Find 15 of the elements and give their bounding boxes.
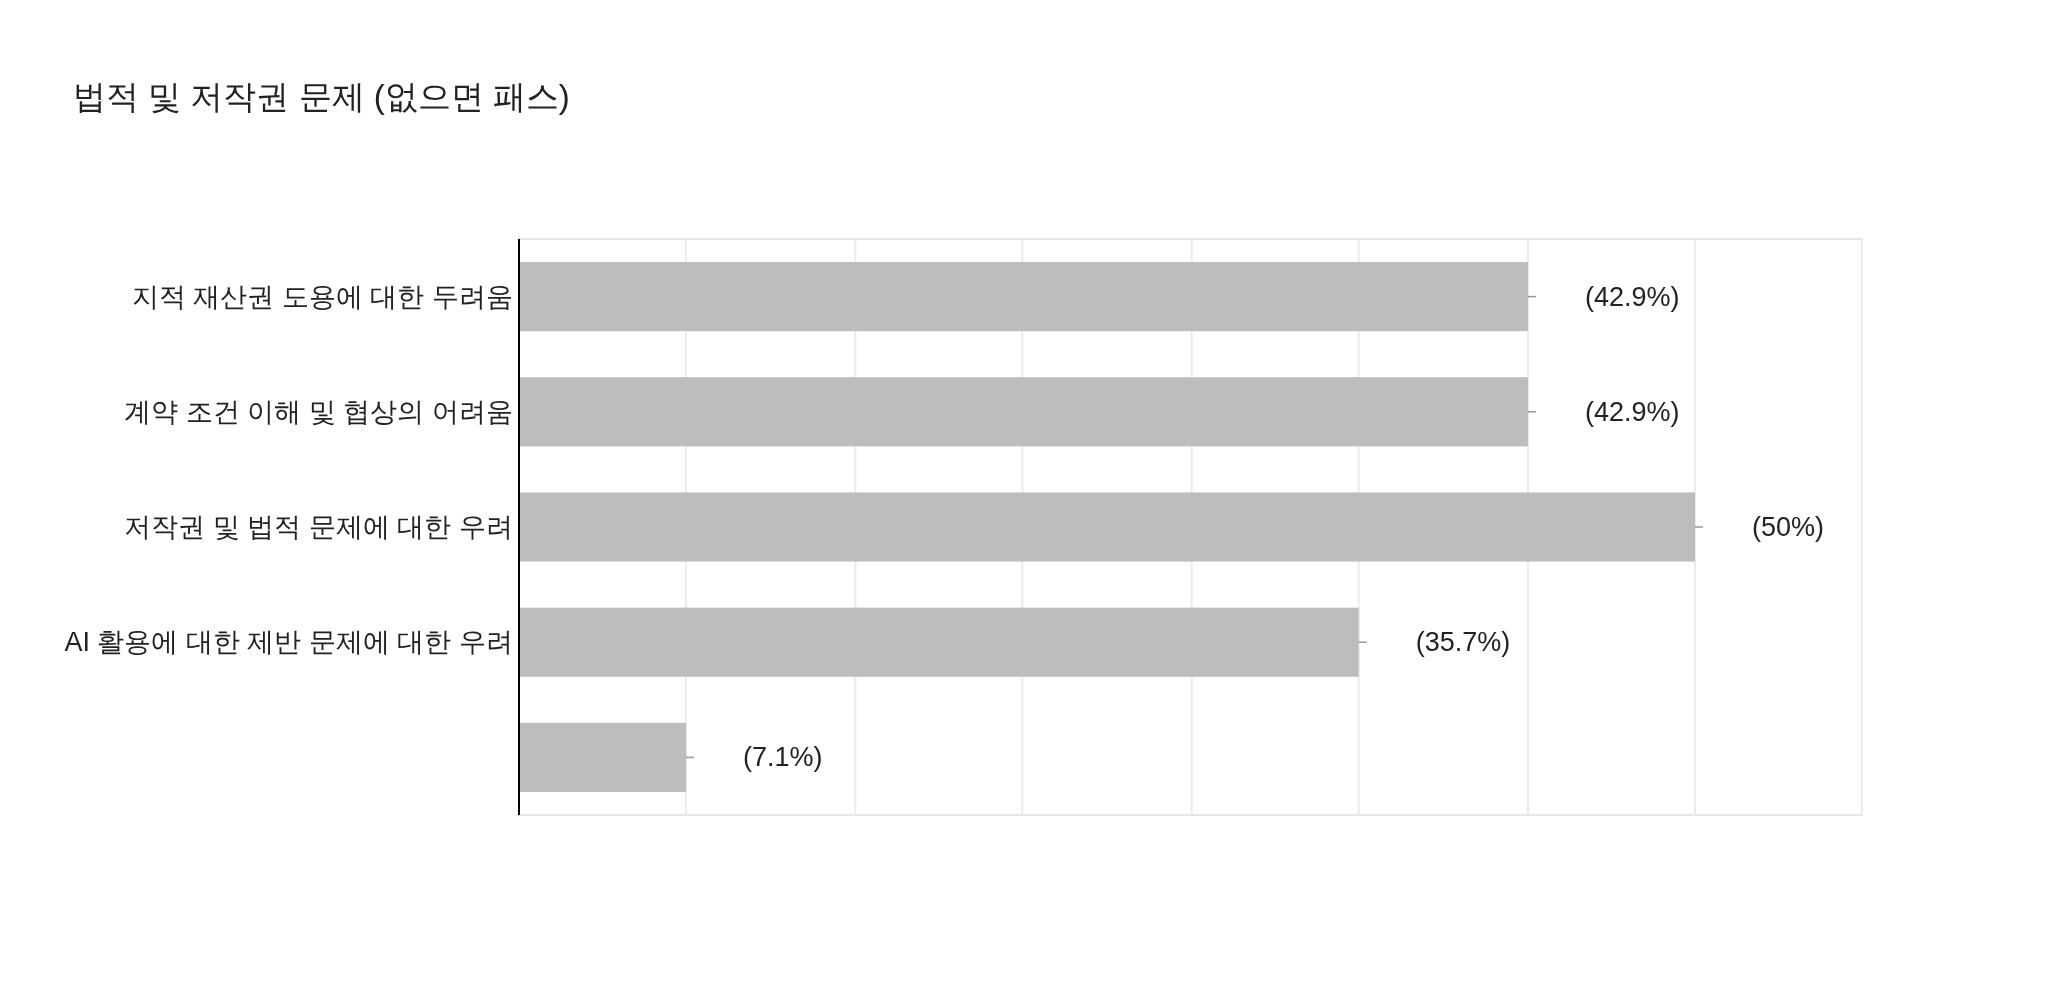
data-label: (42.9%)	[1585, 281, 1680, 312]
bar	[519, 262, 1529, 332]
data-label: (35.7%)	[1415, 627, 1511, 658]
data-label: (42.9%)	[1585, 396, 1680, 427]
bar	[519, 722, 686, 792]
bar	[519, 607, 1359, 677]
y-tick-label: 저작권 및 법적 문제에 대한 우려	[124, 512, 513, 542]
data-label: (7.1%)	[742, 742, 823, 773]
bar	[519, 492, 1696, 562]
data-label: (50%)	[1752, 512, 1825, 542]
y-tick-label: 계약 조건 이해 및 협상의 어려움	[124, 396, 513, 427]
y-tick-label: 지적 재산권 도용에 대한 두려움	[131, 281, 513, 312]
y-tick-label: AI 활용에 대한 제반 문제에 대한 우려	[64, 627, 513, 658]
chart-title: 법적 및 저작권 문제 (없으면 패스)	[73, 78, 570, 115]
bar	[519, 377, 1529, 447]
